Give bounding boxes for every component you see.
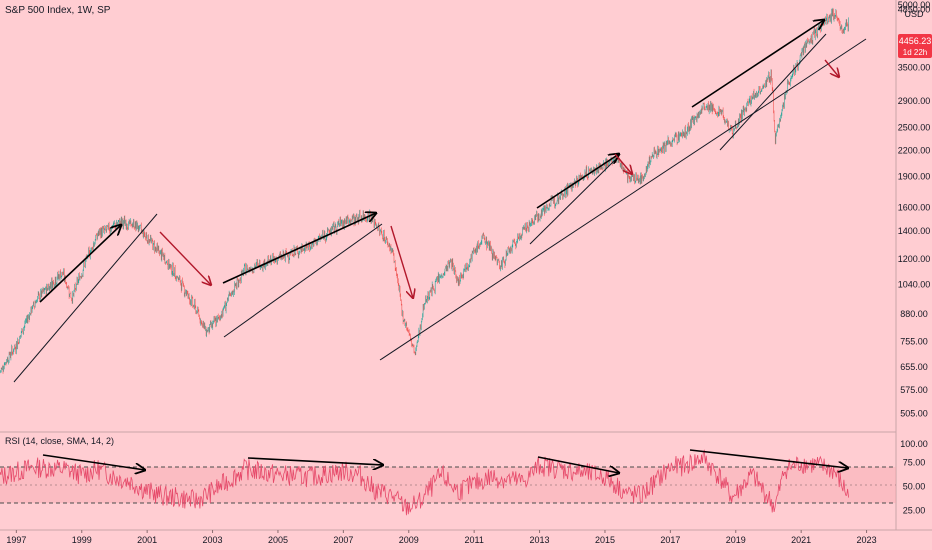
arrow-down-2008[interactable] [390,225,413,298]
rsi-divergence-arrow-4[interactable] [689,449,848,468]
price-series [0,7,849,374]
time-tick-label: 2015 [595,535,615,545]
rsi-divergence-arrow-2[interactable] [247,457,383,465]
trend-drawings[interactable] [13,20,867,473]
last-price-tag-bg [898,34,932,58]
time-tick-label: 1997 [6,535,26,545]
arrow-down-2015[interactable] [614,153,632,174]
time-tick-label: 2021 [791,535,811,545]
time-tick-label: 2001 [137,535,157,545]
price-tick-label: 2200.00 [898,146,931,156]
time-tick-label: 2013 [530,535,550,545]
time-tick-label: 2017 [660,535,680,545]
arrow-up-1997[interactable] [39,225,121,303]
rsi-axis-ticks: 100.00 75.00 50.00 25.00 [900,439,928,515]
time-tick-label: 2023 [857,535,877,545]
last-price-value: 4456.23 [899,36,932,46]
price-tick-label: 655.00 [900,362,928,372]
rsi-divergence-arrow-3[interactable] [537,456,619,473]
time-axis-ticks: 1997 1999 2001 2003 2005 2007 2009 2011 2013 2015… [6,530,877,545]
rsi-tick-label: 25.00 [903,505,926,515]
price-tick-label: 3500.00 [898,63,931,73]
price-tick-label: 1600.00 [898,202,931,212]
time-tick-label: 2005 [268,535,288,545]
price-tick-label: 1900.00 [898,172,931,182]
arrow-up-2013[interactable] [536,154,619,209]
rsi-tick-label: 75.00 [903,457,926,467]
last-price-countdown: 1d 22h [903,48,927,57]
rsi-line [0,449,849,516]
rsi-series [0,449,849,516]
price-tick-label: 2900.00 [898,96,931,106]
time-tick-label: 2009 [399,535,419,545]
price-axis-top-label: 5000.00 [898,0,931,10]
price-tick-label: 880.00 [900,309,928,319]
price-tick-label: 1040.00 [898,279,931,289]
price-tick-label: 755.00 [900,336,928,346]
time-tick-label: 2011 [464,535,483,545]
rsi-divergence-arrow-1[interactable] [42,454,145,470]
trendline-support-3[interactable] [529,159,616,245]
trendline-support-4[interactable] [719,33,827,151]
rsi-tick-label: 50.00 [903,481,926,491]
rsi-tick-label: 100.00 [900,439,928,449]
trendline-support-2[interactable] [223,223,383,338]
trendline-support-1[interactable] [13,213,158,383]
arrow-up-2003[interactable] [222,213,376,284]
price-axis-currency: USD [904,9,924,19]
price-tick-label: 575.00 [900,385,928,395]
last-price-tag[interactable]: 4456.23 1d 22h [898,34,932,58]
arrow-down-2001[interactable] [159,231,211,285]
time-tick-label: 2003 [203,535,223,545]
price-tick-label: 1200.00 [898,254,931,264]
price-tick-label: 1400.00 [898,226,931,236]
price-tick-label: 4850.00 [898,4,931,14]
price-tick-label: 505.00 [900,408,928,418]
arrow-down-2022[interactable] [824,59,839,77]
time-tick-label: 2019 [726,535,746,545]
arrow-up-2018[interactable] [691,20,824,108]
rsi-title: RSI (14, close, SMA, 14, 2) [5,436,114,446]
trendline-support-long[interactable] [379,38,867,361]
time-tick-label: 1999 [72,535,92,545]
price-tick-label: 2500.00 [898,123,931,133]
time-tick-label: 2007 [333,535,353,545]
chart-title: S&P 500 Index, 1W, SP [5,5,111,16]
